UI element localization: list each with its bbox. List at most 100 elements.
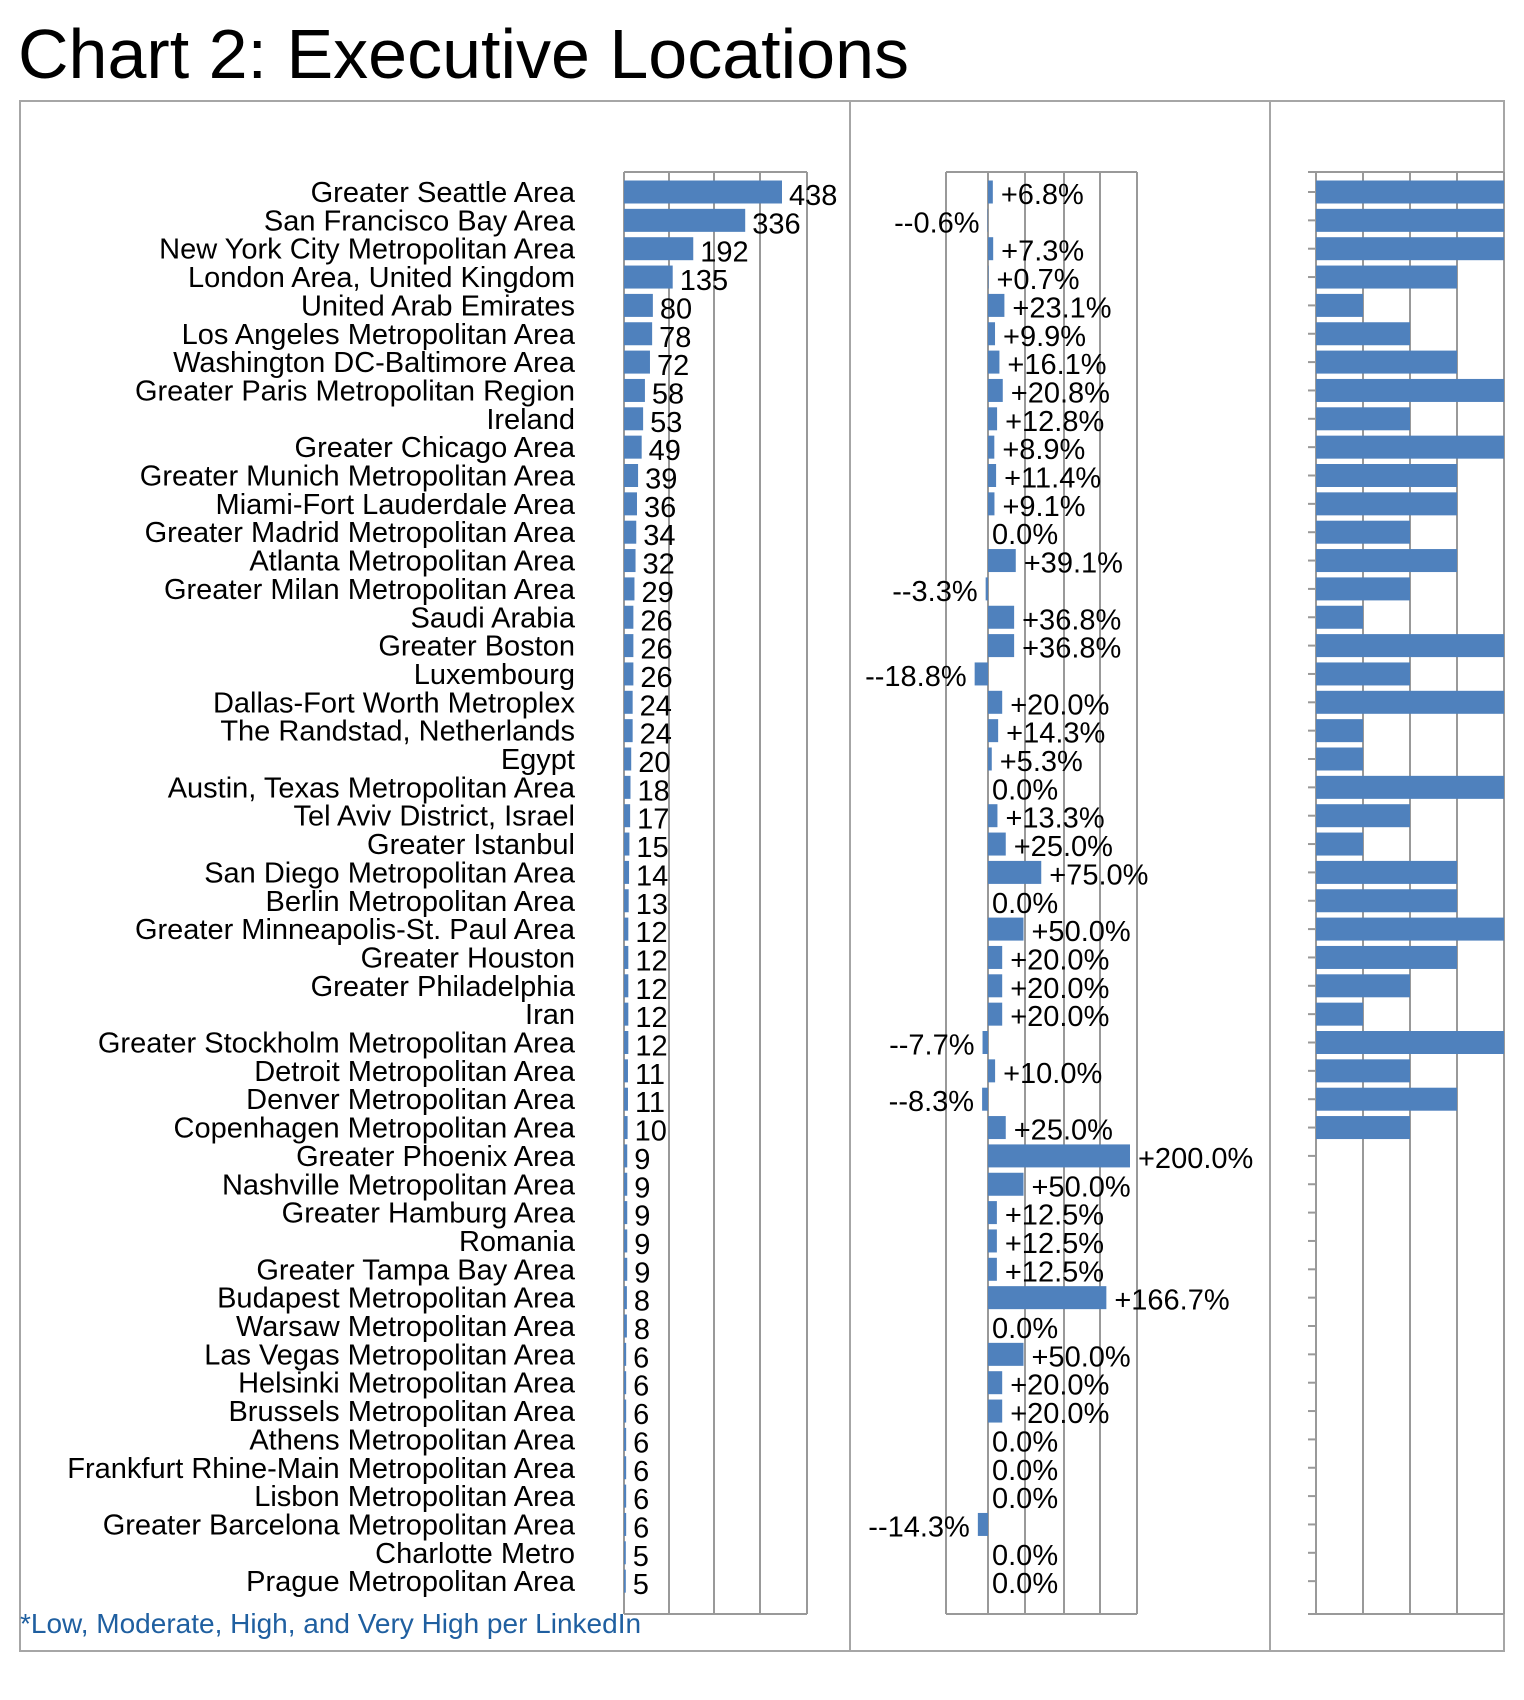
count-label: 32 <box>643 549 675 581</box>
count-bar <box>624 1342 627 1366</box>
change-label: --18.8% <box>865 661 967 693</box>
count-label: 34 <box>643 520 675 552</box>
rating-bar <box>1316 322 1410 346</box>
change-label: +20.0% <box>1010 1001 1109 1033</box>
category-label: Greater Madrid Metropolitan Area <box>145 517 576 549</box>
count-bar <box>624 322 653 346</box>
category-label: Greater Istanbul <box>367 829 575 861</box>
count-bar <box>624 1569 626 1593</box>
count-label: 6 <box>633 1456 649 1488</box>
rating-bar <box>1316 435 1504 459</box>
category-label: London Area, United Kingdom <box>188 262 575 294</box>
count-label: 6 <box>633 1512 649 1544</box>
change-label: +14.3% <box>1006 718 1105 750</box>
rating-bar <box>1316 378 1504 402</box>
change-label: --3.3% <box>892 576 977 608</box>
rating-bar <box>1316 180 1504 204</box>
rating-bar <box>1316 662 1410 686</box>
rating-bar <box>1316 605 1363 629</box>
rating-bar <box>1316 832 1363 856</box>
count-bar <box>624 634 634 658</box>
change-label: +8.9% <box>1002 434 1085 466</box>
category-label: Budapest Metropolitan Area <box>217 1283 576 1315</box>
count-bar <box>624 265 673 289</box>
count-label: 20 <box>638 747 670 779</box>
count-label: 12 <box>635 1002 667 1034</box>
count-bar <box>624 1229 628 1253</box>
count-label: 6 <box>633 1371 649 1403</box>
change-bar <box>988 1144 1130 1168</box>
change-label: +200.0% <box>1138 1143 1253 1175</box>
change-label: +10.0% <box>1003 1058 1102 1090</box>
change-label: +20.0% <box>1010 689 1109 721</box>
rating-bar <box>1316 1116 1410 1140</box>
count-label: 12 <box>635 945 667 977</box>
category-label: Greater Paris Metropolitan Region <box>135 375 575 407</box>
change-label: +39.1% <box>1024 548 1123 580</box>
count-label: 80 <box>660 293 692 325</box>
category-label: Greater Stockholm Metropolitan Area <box>98 1028 576 1060</box>
change-bar <box>988 917 1024 941</box>
change-bar <box>988 492 995 516</box>
change-bar <box>988 1229 997 1253</box>
count-bar <box>624 1427 627 1451</box>
count-bar <box>624 407 644 431</box>
rating-bar <box>1316 775 1504 799</box>
count-bar <box>624 1002 629 1026</box>
rating-bar <box>1316 719 1363 743</box>
change-bar <box>988 974 1003 998</box>
change-label: +50.0% <box>1032 1171 1131 1203</box>
change-label: 0.0% <box>992 888 1058 920</box>
category-label: United Arab Emirates <box>301 290 575 322</box>
rating-bar <box>1316 804 1410 828</box>
category-label: Romania <box>459 1226 576 1258</box>
change-label: +25.0% <box>1014 1115 1113 1147</box>
count-label: 9 <box>634 1144 650 1176</box>
category-label: San Diego Metropolitan Area <box>204 857 576 889</box>
change-label: +75.0% <box>1049 859 1148 891</box>
count-bar <box>624 520 637 544</box>
category-label: Copenhagen Metropolitan Area <box>174 1113 576 1145</box>
category-label: Luxembourg <box>414 659 575 691</box>
count-label: 336 <box>752 208 800 240</box>
change-label: 0.0% <box>992 1426 1058 1458</box>
change-bar <box>988 1257 997 1281</box>
rating-bar <box>1316 237 1504 261</box>
category-label: Los Angeles Metropolitan Area <box>182 319 576 351</box>
change-label: +36.8% <box>1022 604 1121 636</box>
count-bar <box>624 1512 627 1536</box>
rating-bar <box>1316 690 1504 714</box>
count-label: 24 <box>640 690 672 722</box>
count-label: 9 <box>634 1201 650 1233</box>
change-bar <box>988 180 993 204</box>
count-bar <box>624 237 694 261</box>
rating-bar <box>1316 407 1410 431</box>
change-label: 0.0% <box>992 1455 1058 1487</box>
change-bar <box>988 1399 1003 1423</box>
change-bar <box>988 690 1003 714</box>
change-label: +9.1% <box>1002 491 1085 523</box>
rating-bar <box>1316 1002 1363 1026</box>
change-bar <box>988 407 998 431</box>
count-bar <box>624 719 633 743</box>
change-label: +23.1% <box>1012 292 1111 324</box>
count-bar <box>624 1456 627 1480</box>
count-bar <box>624 180 782 204</box>
category-label: Greater Minneapolis-St. Paul Area <box>135 914 576 946</box>
count-bar <box>624 1257 628 1281</box>
category-label: Greater Chicago Area <box>295 432 576 464</box>
count-bar <box>624 1314 627 1338</box>
change-label: +12.5% <box>1005 1228 1104 1260</box>
count-label: 58 <box>652 378 684 410</box>
count-label: 6 <box>633 1399 649 1431</box>
count-label: 39 <box>645 464 677 496</box>
count-bar <box>624 350 650 374</box>
count-bar <box>624 435 642 459</box>
change-bar <box>974 662 988 686</box>
count-bar <box>624 378 645 402</box>
count-label: 72 <box>657 350 689 382</box>
count-label: 26 <box>640 662 672 694</box>
category-label: Iran <box>525 999 575 1031</box>
change-bar <box>988 719 999 743</box>
chart-title: Chart 2: Executive Locations <box>18 15 910 93</box>
